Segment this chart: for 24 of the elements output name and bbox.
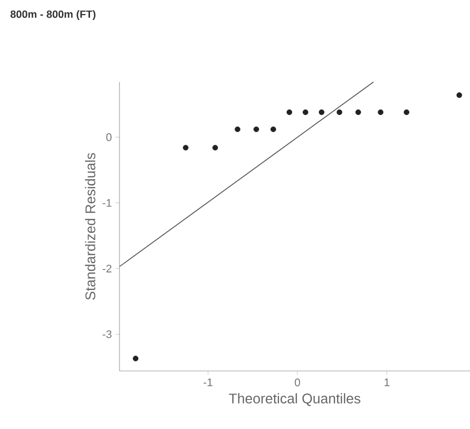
chart-title: 800m - 800m (FT) [10,10,96,20]
y-tick-label: -3 [102,330,112,338]
x-tick-label: -1 [204,378,212,386]
point [404,109,410,116]
point [254,126,260,132]
x-tick-label: 1 [384,378,390,386]
point [132,356,138,362]
y-tick-label: -1 [102,199,112,207]
point [302,109,308,116]
point [212,144,218,150]
point [336,109,342,116]
point [318,109,324,116]
point [378,109,384,116]
point [286,109,292,116]
x-tick-label: 0 [294,378,300,386]
point [270,126,276,132]
y-axis-title: Standardized Residuals [85,153,96,300]
y-tick-label: 0 [106,133,112,142]
point [234,126,240,132]
y-tick-label: -2 [102,264,112,272]
point [182,144,188,150]
point [355,109,362,116]
point [456,92,462,98]
x-axis-title: Theoretical Quantiles [228,393,360,406]
